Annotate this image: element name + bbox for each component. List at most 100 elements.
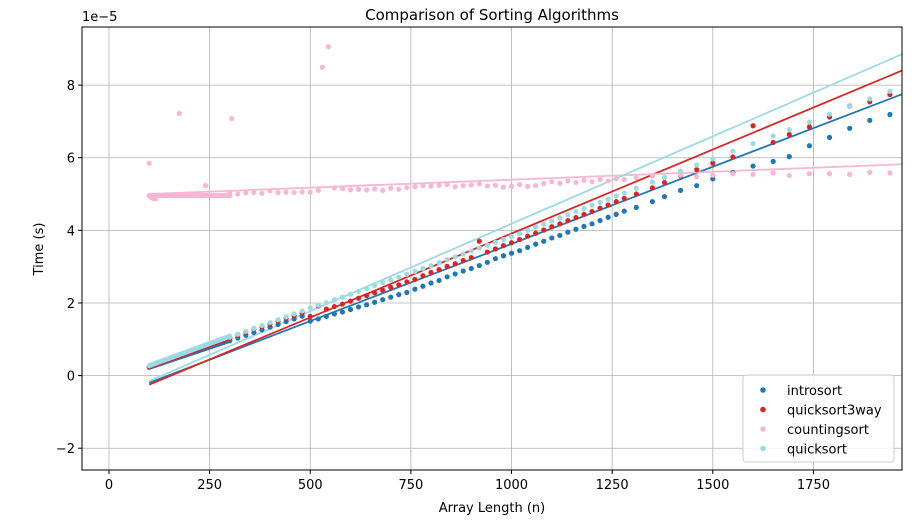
quicksort3way-point: [508, 240, 515, 246]
countingsort-point: [355, 186, 362, 192]
x-tick-label: 1750: [797, 478, 830, 493]
introsort-point: [315, 316, 321, 322]
introsort-point: [581, 223, 587, 229]
introsort-point: [565, 229, 571, 235]
quicksort3way-point: [307, 313, 313, 320]
countingsort-point: [750, 171, 756, 178]
quicksort3way-point: [573, 215, 579, 221]
y-tick-label: 8: [67, 79, 75, 94]
countingsort-point: [867, 169, 873, 175]
quicksort3way-point: [525, 233, 531, 239]
quicksort-point: [452, 254, 458, 260]
introsort-point: [621, 208, 627, 214]
quicksort3way-point: [661, 179, 668, 186]
introsort-point: [597, 217, 603, 224]
quicksort-point: [613, 193, 619, 199]
countingsort-point: [557, 180, 563, 186]
quicksort3way-point: [355, 295, 362, 301]
introsort-point: [476, 262, 482, 269]
quicksort3way-point: [388, 284, 394, 290]
quicksort-point: [649, 179, 656, 185]
introsort-point: [605, 214, 611, 220]
countingsort-point: [235, 191, 241, 197]
countingsort-point: [533, 183, 539, 189]
quicksort-point: [887, 88, 893, 94]
countingsort-point: [492, 182, 499, 188]
quicksort3way-point: [549, 224, 555, 230]
legend-label-quicksort: quicksort: [787, 443, 847, 458]
countingsort-point: [176, 110, 183, 117]
countingsort-point: [444, 181, 450, 188]
countingsort-point: [589, 179, 595, 185]
quicksort3way-point: [730, 154, 736, 160]
countingsort-point: [202, 183, 209, 189]
quicksort3way-point: [589, 208, 595, 215]
introsort-point: [396, 292, 402, 298]
quicksort3way-point: [557, 221, 563, 227]
countingsort-point: [468, 182, 474, 188]
introsort-point: [770, 158, 776, 164]
quicksort-point: [541, 221, 547, 227]
quicksort3way-point: [597, 205, 603, 211]
y-axis-label: Time (s): [32, 223, 47, 277]
countingsort-point: [404, 184, 410, 191]
introsort-point: [388, 294, 394, 300]
quicksort3way-point: [750, 123, 756, 129]
introsort-point: [492, 256, 499, 262]
quicksort-point: [694, 162, 700, 168]
legend-marker-quicksort3way: [760, 406, 766, 413]
countingsort-point: [633, 175, 639, 181]
countingsort-point: [500, 184, 507, 190]
introsort-point: [468, 265, 474, 272]
quicksort-fit-line: [148, 53, 903, 382]
introsort-point: [573, 226, 579, 232]
quicksort3way-point: [694, 167, 700, 173]
quicksort3way-point: [565, 217, 571, 224]
introsort-point: [649, 199, 656, 205]
countingsort-point: [380, 187, 386, 194]
introsort-point: [380, 297, 386, 303]
countingsort-point: [299, 189, 305, 195]
quicksort-point: [283, 314, 289, 320]
countingsort-point: [826, 171, 833, 177]
introsort-point: [460, 268, 466, 274]
quicksort3way-point: [436, 266, 442, 273]
introsort-point: [339, 309, 346, 315]
quicksort-point: [557, 215, 563, 221]
countingsort-point: [146, 160, 152, 166]
countingsort-point: [372, 186, 378, 192]
quicksort-point: [331, 297, 338, 303]
introsort-point: [500, 253, 507, 259]
countingsort-point: [331, 185, 338, 191]
countingsort-point: [307, 189, 313, 195]
countingsort-point: [730, 171, 736, 177]
quicksort-point: [388, 277, 394, 283]
quicksort-point: [460, 251, 466, 257]
quicksort-point: [444, 257, 450, 263]
legend-box: [742, 374, 895, 463]
countingsort-point: [283, 189, 289, 195]
quicksort3way-point: [420, 273, 426, 279]
countingsort-point: [621, 176, 627, 183]
introsort-point: [420, 283, 426, 289]
quicksort-point: [621, 190, 627, 196]
countingsort-fit-line: [149, 163, 903, 195]
quicksort3way-point: [460, 257, 466, 264]
plot-frame: [81, 26, 903, 471]
x-axis-ticks: 0 250 500 750 1000 1250 1500 1750: [105, 470, 830, 493]
introsort-point: [826, 134, 833, 140]
countingsort-point: [484, 183, 490, 189]
introsort-point: [436, 277, 442, 284]
quicksort-point: [420, 265, 426, 272]
countingsort-point: [396, 186, 402, 192]
quicksort-point: [243, 328, 249, 334]
quicksort3way-point: [396, 282, 402, 288]
x-tick-label: 0: [105, 478, 113, 493]
introsort-point: [710, 176, 716, 182]
quicksort3way-point: [452, 261, 458, 267]
countingsort-point: [613, 176, 619, 182]
quicksort-point: [533, 224, 539, 230]
quicksort-point: [516, 231, 523, 237]
countingsort-point: [319, 64, 325, 70]
x-tick-label: 250: [197, 478, 222, 493]
